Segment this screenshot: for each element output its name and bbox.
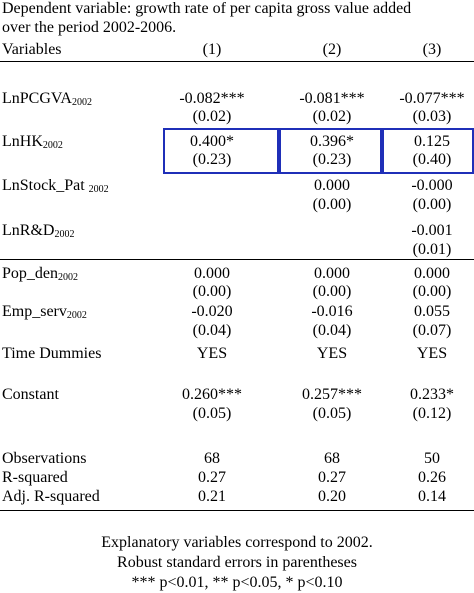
se-cell: (0.00) — [312, 196, 352, 213]
column-header-3: (3) — [422, 41, 442, 58]
stat-cell: 0.27 — [198, 469, 226, 486]
coef-cell: 0.125 — [414, 133, 450, 150]
coef-cell: -0.082*** — [179, 90, 245, 107]
footnote-line-3: *** p<0.01, ** p<0.05, * p<0.10 — [131, 574, 343, 591]
table-caption-line-1: Dependent variable: growth rate of per c… — [2, 0, 412, 17]
row-label-adj-r-squared: Adj. R-squared — [2, 488, 100, 505]
se-cell: (0.03) — [412, 108, 452, 125]
se-cell: (0.40) — [412, 151, 452, 168]
coef-cell: -0.000 — [411, 177, 453, 194]
coef-cell: 0.000 — [314, 265, 350, 282]
coef-cell: 0.000 — [314, 177, 350, 194]
stat-cell: 0.27 — [318, 469, 346, 486]
row-label-time-dummies: Time Dummies — [2, 345, 102, 362]
se-cell: (0.02) — [312, 108, 352, 125]
coef-cell: 0.400* — [190, 133, 234, 150]
highlight-box-col-2 — [279, 128, 382, 174]
row-label-lnpcgva: LnPCGVA2002 — [2, 90, 92, 108]
column-header-1: (1) — [202, 41, 222, 58]
row-label-observations: Observations — [2, 450, 87, 467]
bottom-rule — [0, 510, 474, 511]
se-cell: (0.00) — [412, 283, 452, 300]
se-cell: (0.04) — [312, 322, 352, 339]
stat-cell: 50 — [424, 450, 440, 467]
coef-cell: -0.077*** — [399, 90, 465, 107]
se-cell: (0.05) — [192, 405, 232, 422]
stat-cell: 68 — [204, 450, 220, 467]
se-cell: (0.00) — [412, 196, 452, 213]
stat-cell: 0.14 — [418, 488, 446, 505]
row-label-lnrd: LnR&D2002 — [2, 222, 75, 240]
row-label-constant: Constant — [2, 386, 59, 403]
column-header-variables: Variables — [2, 41, 62, 58]
se-cell: (0.23) — [312, 151, 352, 168]
se-cell: (0.01) — [412, 241, 452, 258]
row-label-lnstock-pat: LnStock_Pat 2002 — [2, 177, 109, 195]
stat-cell: 0.21 — [198, 488, 226, 505]
se-cell: (0.00) — [312, 283, 352, 300]
se-cell: (0.00) — [192, 283, 232, 300]
row-label-emp-serv: Emp_serv2002 — [2, 303, 87, 321]
coef-cell: 0.233* — [410, 386, 454, 403]
highlight-box-col-3 — [382, 128, 474, 174]
se-cell: (0.02) — [192, 108, 232, 125]
dummy-cell: YES — [316, 345, 348, 362]
header-rule — [0, 61, 474, 62]
row-label-r-squared: R-squared — [2, 469, 68, 486]
coef-cell: 0.000 — [194, 265, 230, 282]
se-cell: (0.05) — [312, 405, 352, 422]
stat-cell: 0.26 — [418, 469, 446, 486]
se-cell: (0.23) — [192, 151, 232, 168]
section-rule — [0, 259, 474, 260]
coef-cell: -0.081*** — [299, 90, 365, 107]
row-label-lnhk: LnHK2002 — [2, 133, 63, 151]
dummy-cell: YES — [416, 345, 448, 362]
footnote-line-2: Robust standard errors in parentheses — [117, 554, 357, 571]
se-cell: (0.04) — [192, 322, 232, 339]
coef-cell: 0.257*** — [302, 386, 362, 403]
se-cell: (0.12) — [412, 405, 452, 422]
footnote-line-1: Explanatory variables correspond to 2002… — [101, 534, 373, 551]
coef-cell: 0.260*** — [182, 386, 242, 403]
row-label-pop-den: Pop_den2002 — [2, 265, 78, 283]
coef-cell: -0.020 — [191, 303, 233, 320]
table-caption-line-2: over the period 2002-2006. — [2, 19, 177, 36]
coef-cell: 0.396* — [310, 133, 354, 150]
se-cell: (0.07) — [412, 322, 452, 339]
highlight-box-col-1 — [163, 128, 279, 174]
coef-cell: -0.016 — [311, 303, 353, 320]
column-header-2: (2) — [322, 41, 342, 58]
stat-cell: 68 — [324, 450, 340, 467]
dummy-cell: YES — [196, 345, 228, 362]
coef-cell: 0.000 — [414, 265, 450, 282]
coef-cell: 0.055 — [414, 303, 450, 320]
coef-cell: -0.001 — [411, 222, 453, 239]
stat-cell: 0.20 — [318, 488, 346, 505]
